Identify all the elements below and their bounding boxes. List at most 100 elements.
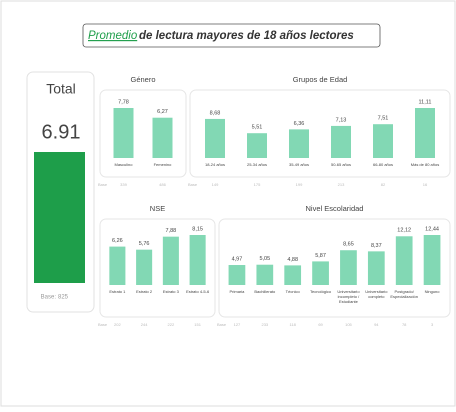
value-label: 6,27: [157, 109, 168, 115]
category-label: Femenino: [154, 162, 173, 167]
total-base: 825: [58, 295, 69, 301]
value-label: 12,12: [397, 228, 411, 234]
value-label: 8,15: [192, 226, 203, 232]
total-value: 6.91: [42, 121, 81, 143]
category-label: Bachillerato: [254, 289, 276, 294]
panel: [99, 218, 216, 318]
value-label: 4,88: [287, 257, 298, 263]
base-value: 339: [120, 182, 127, 187]
base-value: 105: [345, 322, 352, 327]
base-value: 233: [261, 322, 268, 327]
value-label: 5,87: [315, 253, 326, 259]
bar: [340, 250, 357, 285]
value-label: 8,65: [343, 242, 354, 248]
category-label: 35-49 años: [289, 162, 309, 167]
title-box: [82, 23, 381, 48]
category-label: Universitario completo: [365, 289, 388, 299]
bar: [367, 251, 385, 285]
base-label: Base: [217, 322, 227, 327]
bar: [423, 235, 441, 285]
category-label: 18-24 años: [205, 162, 225, 167]
category-label: Estrato 2: [136, 289, 153, 294]
base-value: 199: [296, 182, 303, 187]
bar: [284, 265, 302, 285]
bar: [395, 236, 413, 285]
bar: [162, 236, 179, 285]
bar: [247, 133, 267, 158]
value-label: 8,37: [371, 243, 382, 249]
bar: [331, 125, 351, 158]
total-base-label: Base:: [41, 295, 57, 301]
panel: [218, 218, 451, 318]
bar: [373, 124, 393, 158]
base-value: 213: [338, 182, 345, 187]
category-label: Técnico: [286, 289, 301, 294]
category-label: Postgrado/Especialización: [390, 289, 418, 299]
panel-title: Género: [130, 75, 155, 84]
base-value: 82: [381, 182, 386, 187]
category-label: 66-80 años: [373, 162, 393, 167]
category-label: Tecnológico: [310, 289, 332, 294]
title-highlight: Promedio: [88, 30, 138, 42]
base-value: 94: [374, 322, 379, 327]
bar: [189, 235, 206, 285]
bar: [113, 108, 134, 158]
total-bar: [34, 152, 85, 283]
value-label: 7,51: [378, 116, 389, 122]
total-label: Total: [46, 81, 76, 97]
panel-title: Grupos de Edad: [293, 75, 348, 84]
base-value: 149: [212, 182, 219, 187]
value-label: 6,36: [294, 121, 305, 127]
panel: [99, 89, 187, 178]
base-value: 244: [141, 322, 148, 327]
category-label: Estrato 4-5-6: [186, 289, 210, 294]
category-label: Más de 80 años: [411, 162, 439, 167]
value-label: 5,05: [259, 256, 270, 262]
category-label: Universitario incompleto / Estudiante: [337, 289, 360, 304]
base-value: 69: [318, 322, 323, 327]
value-label: 5,76: [139, 241, 150, 247]
category-label: 50-65 años: [331, 162, 351, 167]
base-value: 118: [289, 322, 296, 327]
bar: [205, 118, 225, 158]
bar: [136, 249, 153, 285]
category-label: Estrato 1: [109, 289, 126, 294]
base-value: 222: [168, 322, 175, 327]
base-value: 3: [431, 322, 434, 327]
value-label: 7,13: [336, 117, 347, 123]
panel-title: NSE: [150, 204, 165, 213]
category-label: Primaria: [229, 289, 245, 294]
base-value: 127: [234, 322, 241, 327]
value-label: 6,26: [112, 238, 123, 244]
base-value: 151: [194, 322, 201, 327]
bar: [415, 108, 435, 158]
base-label: Base: [188, 182, 198, 187]
base-value: 175: [254, 182, 261, 187]
value-label: 7,88: [166, 228, 177, 234]
bar: [152, 117, 173, 158]
panel-title: Nivel Escolaridad: [306, 204, 364, 213]
category-label: Ninguno: [425, 289, 441, 294]
bar: [109, 246, 126, 285]
value-label: 4,97: [232, 256, 243, 262]
value-label: 7,78: [118, 99, 129, 105]
base-label: Base: [98, 182, 108, 187]
category-label: 25-34 años: [247, 162, 267, 167]
value-label: 8,68: [210, 110, 221, 116]
value-label: 11,11: [419, 99, 432, 105]
base-value: 202: [114, 322, 121, 327]
title: de lectura mayores de 18 años lectores: [139, 30, 354, 42]
value-label: 12,44: [425, 226, 439, 232]
bar: [289, 129, 309, 158]
base-value: 16: [423, 182, 428, 187]
base-label: Base: [98, 322, 108, 327]
base-value: 78: [402, 322, 407, 327]
bar: [312, 261, 329, 285]
bar: [228, 265, 246, 285]
bar: [256, 264, 274, 285]
value-label: 5,51: [252, 125, 263, 131]
category-label: Estrato 3: [163, 289, 180, 294]
category-label: Masculino: [114, 162, 133, 167]
base-value: 486: [159, 182, 166, 187]
